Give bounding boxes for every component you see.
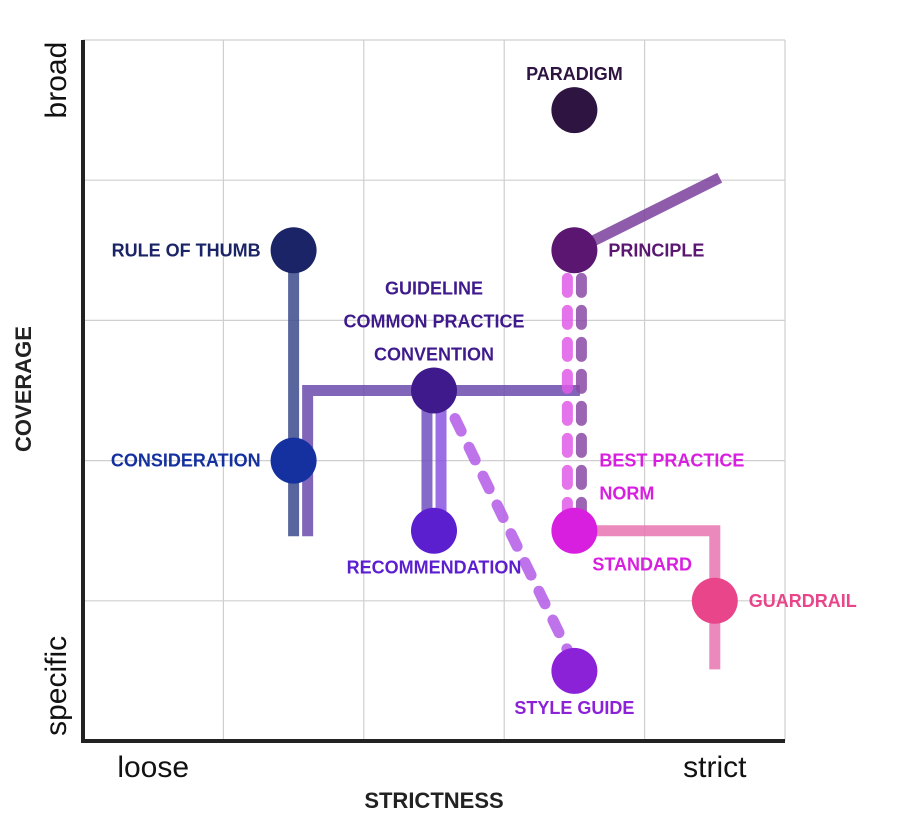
label-consideration: CONSIDERATION [111,451,261,471]
chart-labels: PARADIGM RULE OF THUMB PRINCIPLE GUIDELINE C… [111,64,857,718]
connector-line [302,385,580,537]
point-rule-of-thumb [270,227,317,274]
label-guideline: GUIDELINE [385,279,483,299]
chart-grid [82,39,786,742]
label-best-practice: NORM [599,484,654,504]
connector-line [449,413,573,656]
chart-ticks: loose strict specific broad [40,42,747,784]
x-tick-label: loose [117,751,189,784]
label-best-practice: BEST PRACTICE [599,451,744,471]
label-standard: STANDARD [592,555,692,575]
label-paradigm: PARADIGM [526,64,623,84]
point-principle [551,227,598,274]
label-guideline: COMMON PRACTICE [344,312,525,332]
point-standard [551,507,598,554]
point-recommendation [411,507,457,554]
x-axis-title: STRICTNESS [364,788,503,813]
label-rule-of-thumb: RULE OF THUMB [112,240,261,260]
point-paradigm [551,87,598,134]
label-recommendation: RECOMMENDATION [347,558,522,578]
y-tick-label: broad [40,42,73,119]
label-principle: PRINCIPLE [608,240,704,260]
label-guardrail: GUARDRAIL [749,591,857,611]
y-tick-label: specific [40,636,73,736]
point-style-guide [551,647,598,694]
chart-markers [270,87,738,694]
label-style-guide: STYLE GUIDE [514,698,634,718]
label-guideline: CONVENTION [374,345,494,365]
chart-connectors [288,172,723,670]
y-axis-title: COVERAGE [11,326,36,452]
connector-line [567,172,723,258]
point-guideline [411,367,457,414]
point-guardrail [691,577,738,624]
point-consideration [270,437,317,484]
chart-axes [81,40,785,743]
x-tick-label: strict [683,751,747,784]
